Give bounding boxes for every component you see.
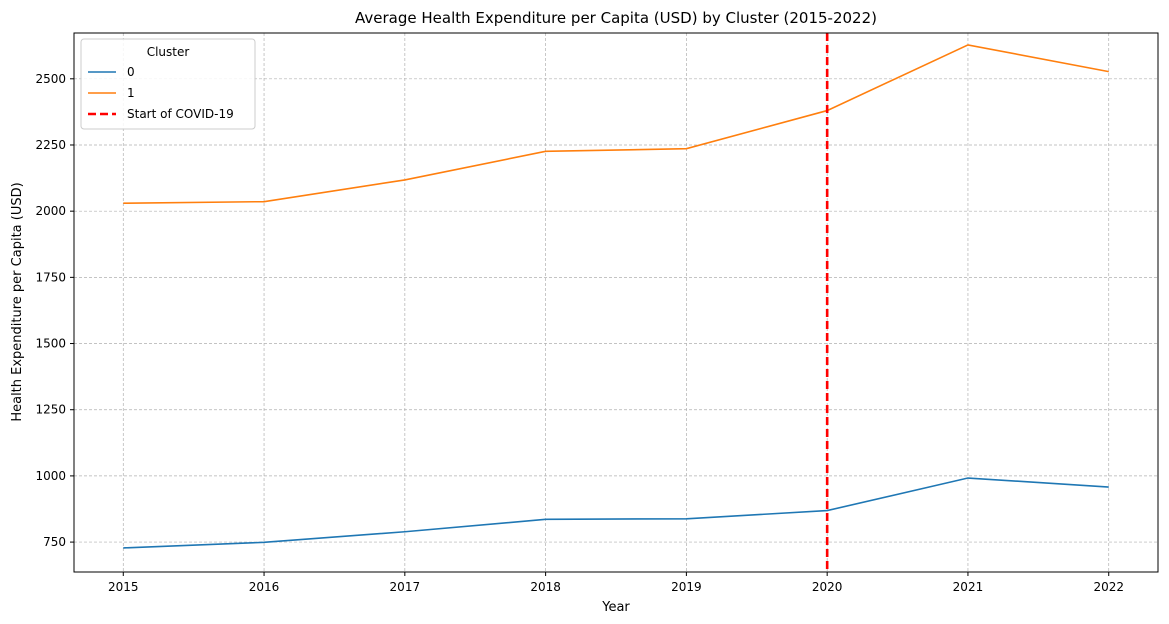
y-axis-label: Health Expenditure per Capita (USD) [10,182,25,421]
x-tick-label: 2022 [1093,580,1124,594]
x-tick-label: 2021 [953,580,984,594]
series-line-cluster-1 [123,44,1109,205]
y-tick-label: 1250 [35,403,66,417]
x-tick-label: 2018 [530,580,561,594]
x-tick-label: 2020 [812,580,843,594]
legend-label-cluster-0: 0 [127,65,135,79]
series-lines [123,44,1109,549]
legend: Cluster 0 1 Start of COVID-19 [80,38,256,130]
x-axis-label: Year [601,600,630,615]
x-tick-label: 2015 [108,580,139,594]
y-tick-label: 1500 [35,337,66,351]
y-tick-label: 1750 [35,270,66,284]
legend-title: Cluster [147,45,190,59]
y-axis-ticks: 750 1000 1250 1500 1750 2000 2250 2500 [35,72,74,549]
y-tick-label: 2250 [35,138,66,152]
grid [74,33,1158,572]
legend-label-cluster-1: 1 [127,86,135,100]
x-tick-label: 2016 [249,580,280,594]
y-tick-label: 2000 [35,204,66,218]
legend-label-covid: Start of COVID-19 [127,107,234,121]
y-tick-label: 750 [43,535,66,549]
x-tick-label: 2017 [390,580,421,594]
y-tick-label: 2500 [35,72,66,86]
legend-box [80,38,256,130]
y-tick-label: 1000 [35,469,66,483]
x-axis-ticks: 2015 2016 2017 2018 2019 2020 2021 2022 [108,572,1124,594]
x-tick-label: 2019 [671,580,702,594]
plot-frame [73,32,1159,573]
chart-title: Average Health Expenditure per Capita (U… [355,9,877,27]
series-line-cluster-0 [123,477,1109,549]
